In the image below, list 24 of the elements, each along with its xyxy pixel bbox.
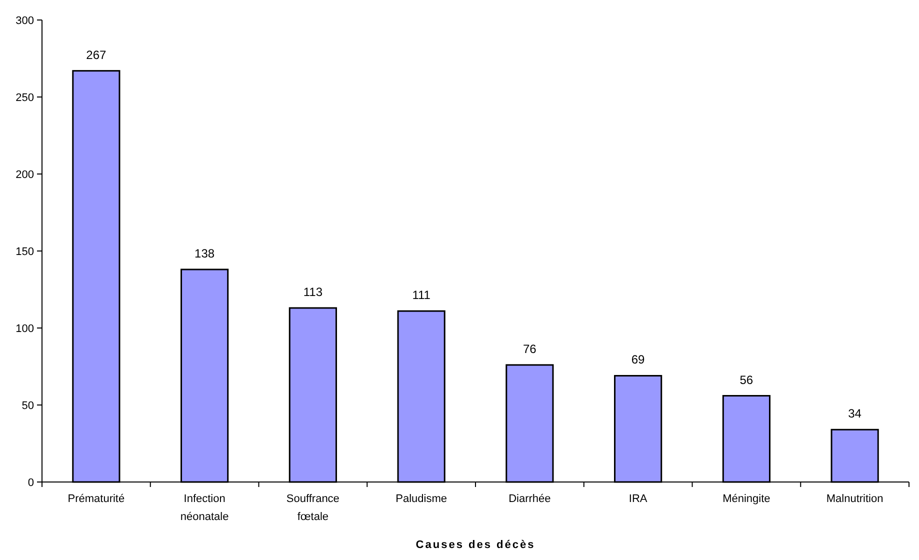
x-tick-label: Paludisme	[396, 493, 447, 505]
data-label: 138	[194, 246, 215, 260]
x-tick-label: Infection néonatale	[180, 493, 229, 523]
y-tick-label: 50	[22, 400, 34, 412]
x-tick-label: IRA	[628, 493, 648, 505]
y-tick-label: 100	[16, 322, 34, 335]
data-label: 34	[848, 406, 862, 421]
x-tick-label: Malnutrition	[826, 493, 884, 505]
data-label: 113	[303, 284, 323, 299]
y-tick-label: 0	[28, 476, 34, 489]
x-tick-label: Prématurité	[68, 493, 125, 505]
data-label: 69	[631, 352, 646, 367]
y-tick-label: 300	[16, 14, 34, 27]
x-axis-title: Causes des décès	[416, 539, 536, 551]
data-label: 267	[86, 48, 107, 62]
data-label: 76	[523, 342, 537, 356]
y-tick-label: 200	[16, 168, 34, 181]
data-label: 111	[412, 288, 431, 302]
x-tick-label: Diarrhée	[508, 493, 551, 505]
x-tick-label: Méningite	[722, 493, 770, 505]
data-label: 56	[740, 372, 754, 387]
x-tick-label: Souffrance fœtale	[286, 493, 340, 523]
y-tick-label: 250	[16, 92, 34, 104]
y-tick-label: 150	[16, 246, 34, 258]
